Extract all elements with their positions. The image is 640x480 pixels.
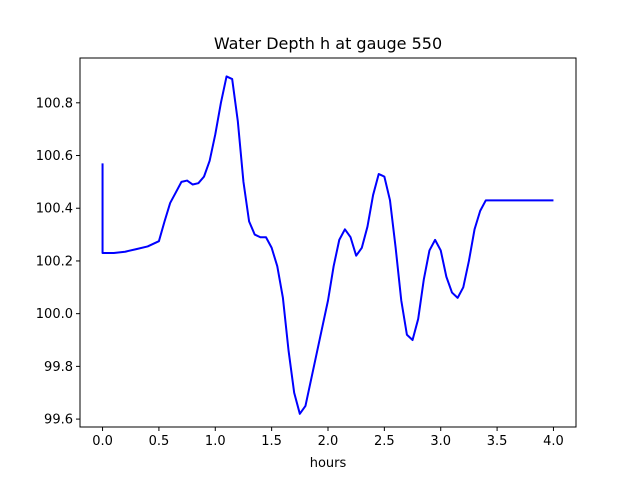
y-tick-label: 100.6 — [36, 149, 73, 164]
x-tick-label: 2.0 — [318, 434, 339, 449]
x-tick-label: 0.0 — [92, 434, 113, 449]
y-tick-label: 100.0 — [36, 307, 73, 322]
x-tick-label: 1.0 — [205, 434, 226, 449]
x-axis-label: hours — [310, 456, 347, 471]
chart-title: Water Depth h at gauge 550 — [214, 34, 442, 53]
y-tick-label: 100.4 — [36, 202, 73, 217]
y-tick-label: 100.8 — [36, 96, 73, 111]
x-tick-label: 1.5 — [261, 434, 282, 449]
series-line-0 — [101, 75, 554, 415]
x-tick-label: 0.5 — [149, 434, 170, 449]
x-tick-label: 3.0 — [430, 434, 451, 449]
y-tick-label: 99.6 — [44, 413, 73, 428]
x-tick-label: 4.0 — [543, 434, 564, 449]
y-tick-label: 100.2 — [36, 254, 73, 269]
x-tick-label: 3.5 — [487, 434, 508, 449]
y-tick-label: 99.8 — [44, 360, 73, 375]
plot-area: 0.0 0.5 1.0 1.5 2.0 2.5 3.0 3.5 4.0 99.6 99.8 100.0… — [36, 57, 577, 449]
x-tick-label: 2.5 — [374, 434, 395, 449]
